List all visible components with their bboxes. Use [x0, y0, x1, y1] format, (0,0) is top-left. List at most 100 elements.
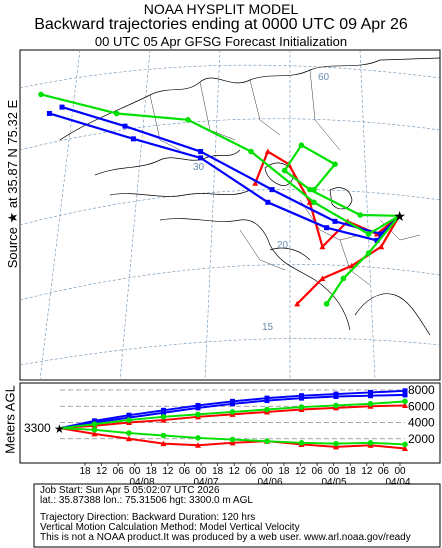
trajectory-marker — [311, 186, 317, 193]
height-marker — [402, 402, 408, 408]
trajectory-marker — [198, 155, 204, 161]
trajectory-marker — [378, 231, 384, 237]
trajectory-marker — [122, 123, 128, 129]
height-marker — [299, 395, 304, 401]
height-tick-label: 4000 — [408, 416, 435, 430]
trajectory-marker — [365, 231, 372, 237]
height-marker — [368, 389, 373, 395]
height-marker — [195, 405, 201, 411]
trajectory-marker — [306, 199, 313, 205]
hour-tick-label: 18 — [345, 466, 357, 477]
height-tick-label: 6000 — [408, 399, 435, 413]
height-marker — [91, 427, 98, 433]
height-marker — [126, 430, 132, 436]
hour-tick-label: 00 — [262, 466, 274, 477]
hour-tick-label: 18 — [278, 466, 290, 477]
country-borders — [149, 69, 421, 286]
hour-tick-label: 06 — [179, 466, 191, 477]
height-marker — [298, 404, 305, 410]
height-axis: 2000 4000 6000 8000 3300 18 12 06 00 18 12 06 00 18 12… — [24, 383, 435, 488]
height-source-star-icon: ★ — [54, 422, 65, 436]
height-marker — [264, 398, 270, 404]
height-marker — [195, 442, 201, 448]
trajectory-marker — [378, 243, 385, 250]
hour-tick-label: 12 — [229, 466, 241, 477]
trajectory-marker — [265, 199, 271, 205]
height-marker — [333, 440, 339, 447]
height-marker — [160, 414, 167, 420]
vertical-method: Vertical Motion Calculation Method: Mode… — [40, 522, 300, 533]
coastlines — [59, 57, 441, 336]
hour-tick-label: 12 — [295, 466, 307, 477]
trajectory-marker — [365, 250, 372, 256]
trajectory-direction: Trajectory Direction: Backward Duration:… — [40, 512, 256, 523]
height-tick-label: 8000 — [408, 383, 435, 397]
height-marker — [264, 438, 270, 444]
height-marker — [333, 402, 339, 409]
trajectory-marker — [319, 243, 326, 250]
lat-label-60: 60 — [318, 72, 330, 83]
source-star-icon: ★ — [393, 208, 406, 224]
trajectory-marker — [269, 187, 275, 193]
height-marker — [402, 398, 408, 405]
trajectory-marker — [252, 180, 259, 186]
trajectory-marker — [198, 149, 204, 155]
lat-label-20: 20 — [277, 240, 289, 251]
height-marker — [126, 435, 132, 442]
height-marker — [195, 435, 201, 441]
trajectory-marker — [38, 91, 44, 98]
lat-label-30: 30 — [193, 162, 205, 173]
job-start: Job Start: Sun Apr 5 05:02:07 UTC 2026 — [40, 485, 220, 496]
map-grid — [19, 49, 441, 381]
source-location: lat.: 35.87388 lon.: 75.31506 hgt: 3300.… — [40, 495, 253, 506]
height-marker — [367, 401, 374, 407]
trajectory-marker — [340, 275, 347, 282]
height-marker — [229, 436, 236, 443]
hour-tick-label: 06 — [312, 466, 324, 477]
height-marker — [264, 406, 270, 413]
height-marker — [402, 388, 408, 394]
height-marker — [230, 401, 235, 407]
trajectory-marker — [332, 161, 338, 168]
title-model: NOAA HYSPLIT MODEL — [143, 1, 299, 17]
trajectory-marker — [324, 225, 330, 231]
date-tick-label: 04/05 — [321, 477, 346, 488]
trajectory-marker — [264, 148, 271, 155]
hour-tick-label: 00 — [394, 466, 406, 477]
height-marker — [333, 443, 339, 450]
trajectory-marker — [130, 136, 136, 142]
hour-tick-label: 06 — [378, 466, 390, 477]
trajectory-marker — [323, 301, 330, 307]
hour-tick-label: 00 — [195, 466, 207, 477]
trajectory-marker — [348, 262, 355, 269]
trajectory-marker — [332, 218, 338, 224]
hour-tick-label: 00 — [129, 466, 141, 477]
height-marker — [91, 430, 98, 437]
map-trajectories: ★ — [38, 91, 406, 307]
height-tick-label: 2000 — [408, 432, 435, 446]
height-marker — [229, 409, 236, 415]
trajectory-marker — [298, 142, 305, 148]
lat-label-15: 15 — [262, 322, 274, 333]
height-marker — [402, 392, 408, 398]
trajectory-marker — [294, 300, 301, 307]
height-marker — [160, 440, 167, 447]
trajectory-marker — [59, 104, 65, 110]
trajectory-marker — [281, 167, 288, 174]
trajectory-path — [325, 215, 401, 305]
height-marker — [333, 394, 339, 399]
source-height-label: 3300 — [24, 421, 51, 435]
height-marker — [126, 417, 132, 423]
trajectory-marker — [307, 186, 313, 193]
height-trajectories: ★ — [54, 388, 408, 451]
height-marker — [161, 410, 166, 416]
hour-tick-label: 12 — [96, 466, 108, 477]
trajectory-marker — [319, 275, 326, 281]
hour-tick-label: 18 — [79, 466, 91, 477]
trajectory-marker — [248, 148, 254, 155]
trajectory-marker — [46, 110, 52, 116]
height-marker — [160, 417, 167, 423]
hour-tick-label: 06 — [245, 466, 257, 477]
height-marker — [160, 432, 167, 439]
trajectory-marker — [357, 212, 364, 218]
